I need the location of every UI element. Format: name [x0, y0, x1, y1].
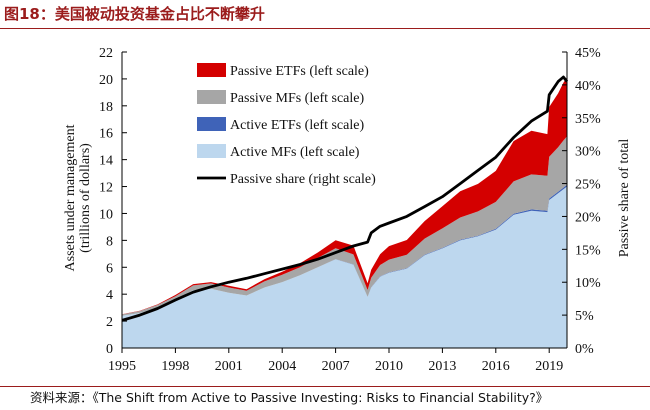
- y2-tick-label: 40%: [575, 79, 601, 94]
- y2-tick-label: 15%: [575, 243, 601, 258]
- y-tick-label: 12: [99, 181, 113, 196]
- area-passive-etfs: [122, 77, 567, 315]
- legend-swatch-3: [197, 144, 226, 158]
- y2-tick-label: 0%: [575, 342, 594, 357]
- legend-label-4: Passive share (right scale): [230, 172, 376, 187]
- line-passive-share: [121, 75, 569, 322]
- y2-axis-title: Passive share of total: [617, 139, 632, 258]
- legend-swatch-0: [197, 63, 226, 77]
- y2-tick-label: 45%: [575, 46, 601, 61]
- area-active-mfs: [122, 186, 567, 348]
- passive-share-line-layer: [121, 75, 569, 322]
- x-tick-label: 2004: [268, 359, 296, 374]
- x-tick-label: 2016: [482, 359, 510, 374]
- y-tick-label: 22: [99, 46, 113, 61]
- legend-label-2: Active ETFs (left scale): [230, 118, 364, 133]
- legend-swatch-1: [197, 90, 226, 104]
- y-axis-title-line1: Assets under management: [63, 124, 78, 271]
- y-tick-label: 2: [106, 315, 113, 330]
- y2-tick-label: 25%: [575, 178, 601, 193]
- y-tick-label: 14: [99, 154, 113, 169]
- y2-tick-label: 35%: [575, 112, 601, 127]
- y2-tick-label: 30%: [575, 145, 601, 160]
- source-divider: [0, 386, 650, 387]
- legend-label-1: Passive MFs (left scale): [230, 91, 364, 106]
- y-tick-label: 18: [99, 100, 113, 115]
- y2-tick-label: 5%: [575, 309, 594, 324]
- y-tick-label: 10: [99, 207, 113, 222]
- legend: Passive ETFs (left scale) Passive MFs (le…: [197, 63, 376, 187]
- legend-label-0: Passive ETFs (left scale): [230, 64, 369, 79]
- legend-swatch-2: [197, 117, 226, 131]
- legend-label-3: Active MFs (left scale): [230, 145, 360, 160]
- y-tick-label: 16: [99, 127, 113, 142]
- x-tick-label: 2013: [428, 359, 456, 374]
- axes: 0 2 4 6 8 10 12 14 16 18 20 22 0% 5% 10% 15% 20% 25% 30% 35…: [99, 46, 601, 374]
- aum-passive-share-chart: 0 2 4 6 8 10 12 14 16 18 20 22 0% 5% 10% 15% 20% 25% 30% 35…: [63, 46, 632, 374]
- x-tick-label: 2019: [535, 359, 563, 374]
- y-tick-label: 4: [106, 288, 113, 303]
- title-divider: [0, 28, 650, 29]
- y-tick-label: 0: [106, 342, 113, 357]
- y-tick-label: 8: [106, 234, 113, 249]
- x-tick-label: 1995: [108, 359, 136, 374]
- y-tick-label: 6: [106, 261, 113, 276]
- source-note: 资料来源：《The Shift from Active to Passive I…: [30, 390, 549, 405]
- y2-tick-label: 10%: [575, 276, 601, 291]
- stacked-areas: [122, 77, 567, 348]
- x-tick-label: 2010: [375, 359, 403, 374]
- x-tick-label: 1998: [161, 359, 189, 374]
- x-tick-label: 2007: [322, 359, 350, 374]
- area-passive-mfs: [122, 136, 567, 316]
- y-axis-title-line2: (trillions of dollars): [78, 143, 93, 253]
- x-tick-label: 2001: [215, 359, 243, 374]
- y-tick-label: 20: [99, 73, 113, 88]
- y2-tick-label: 20%: [575, 210, 601, 225]
- figure-title: 图18：美国被动投资基金占比不断攀升: [4, 5, 265, 23]
